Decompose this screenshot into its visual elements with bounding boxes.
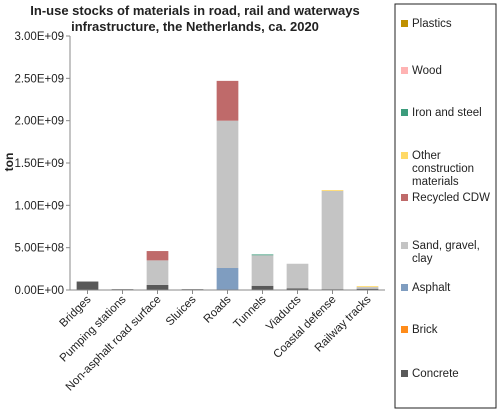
y-axis: 0.00E+00 5.00E+08 1.00E+09 1.50E+09 2.00E+09… [14, 31, 71, 297]
y-axis-label: ton [2, 153, 16, 172]
legend-swatch [401, 242, 408, 249]
y-tick-label: 2.00E+09 [14, 116, 64, 128]
bar-segment-tunnels-concrete [251, 285, 274, 290]
bar-segment-non-asphalt-road-surface-sand-gravel-clay [146, 260, 169, 285]
y-tick-label: 5.00E+08 [14, 243, 64, 255]
legend-swatch [401, 152, 408, 159]
legend-item-sand-gravel-clay: Sand, gravel, clay [401, 240, 480, 265]
legend-swatch [401, 370, 408, 377]
x-tick-label: Roads [202, 293, 234, 325]
bar-segment-railway-tracks-concrete [356, 288, 379, 290]
bar-segment-bridges-concrete [76, 281, 99, 290]
legend-label: Brick [412, 324, 438, 336]
legend-label: Wood [412, 65, 442, 77]
legend-label: Concrete [412, 368, 459, 380]
x-tick-label: Coastal defense [271, 294, 338, 361]
legend-swatch [401, 20, 408, 27]
bar-segment-coastal-defense-other-construction-materials [321, 190, 344, 191]
bar-segment-viaducts-sand-gravel-clay [286, 263, 309, 289]
bars-group [76, 80, 379, 290]
bar-segment-railway-tracks-other-construction-materials [356, 286, 379, 288]
bar-segment-non-asphalt-road-surface-recycled-cdw [146, 251, 169, 261]
bar-segment-coastal-defense-sand-gravel-clay [321, 190, 344, 290]
legend-item-wood: Wood [401, 65, 442, 77]
bar-segment-tunnels-iron-and-steel [251, 254, 274, 256]
legend-label: Recycled CDW [412, 192, 490, 204]
bar-segment-non-asphalt-road-surface-concrete [146, 284, 169, 290]
bar-segment-railway-tracks-sand-gravel-clay [356, 287, 379, 289]
y-tick-label: 3.00E+09 [14, 31, 64, 43]
legend-item-other-construction-materials: Other construction materials [401, 150, 474, 188]
chart-title-line-1: In-use stocks of materials in road, rail… [30, 3, 359, 18]
bar-segment-roads-sand-gravel-clay [216, 120, 239, 268]
legend-item-plastics: Plastics [401, 18, 452, 30]
y-tick-label: 2.50E+09 [14, 73, 64, 85]
legend-swatch [401, 109, 408, 116]
legend-swatch [401, 284, 408, 291]
y-tick-label: 1.00E+09 [14, 200, 64, 212]
legend-swatch [401, 326, 408, 333]
bar-segment-roads-recycled-cdw [216, 80, 239, 121]
x-tick-label: Sluices [164, 293, 199, 328]
legend: Plastics Wood Iron and steel Other construct… [394, 3, 497, 409]
legend-item-recycled-cdw: Recycled CDW [401, 192, 490, 204]
legend-label: Asphalt [412, 282, 451, 294]
y-tick-label: 0.00E+00 [14, 285, 64, 297]
legend-item-concrete: Concrete [401, 368, 459, 380]
legend-box [394, 3, 497, 409]
x-tick-label: Pumping stations [58, 293, 129, 364]
legend-label: Plastics [412, 18, 452, 30]
legend-swatch [401, 67, 408, 74]
y-tick-label: 1.50E+09 [14, 158, 64, 170]
bar-segment-viaducts-concrete [286, 288, 309, 290]
bar-segment-roads-asphalt [216, 267, 239, 290]
legend-label: Iron and steel [412, 107, 482, 119]
legend-label: Sand, gravel, clay [412, 240, 480, 265]
chart-title-line-2: infrastructure, the Netherlands, ca. 202… [71, 19, 319, 34]
legend-label: Other construction materials [412, 150, 474, 188]
legend-item-brick: Brick [401, 324, 438, 336]
legend-item-iron-and-steel: Iron and steel [401, 107, 482, 119]
legend-swatch [401, 194, 408, 201]
bar-segment-tunnels-sand-gravel-clay [251, 255, 274, 286]
legend-item-asphalt: Asphalt [401, 282, 451, 294]
